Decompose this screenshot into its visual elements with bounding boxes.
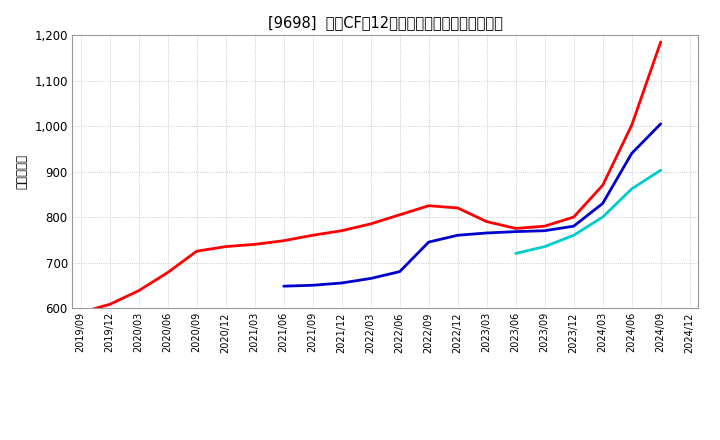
Y-axis label: （百万円）: （百万円） <box>16 154 29 189</box>
Title: [9698]  営業CFだ12か月移動合計の平均値の推移: [9698] 営業CFだ12か月移動合計の平均値の推移 <box>268 15 503 30</box>
